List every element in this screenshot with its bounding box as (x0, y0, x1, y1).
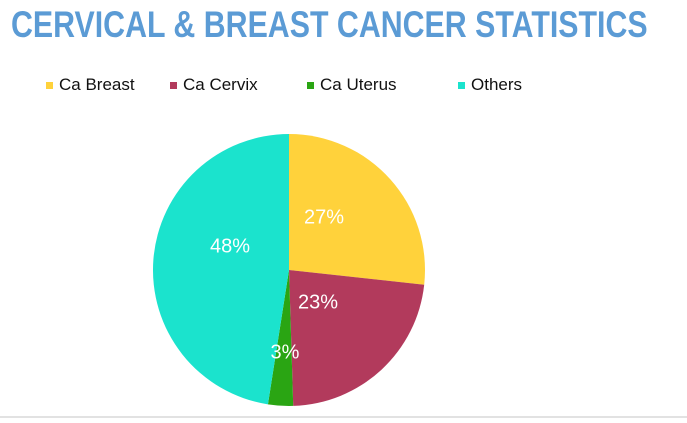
legend-item-ca-breast: Ca Breast (46, 75, 135, 94)
pie-slice-ca-breast (289, 134, 425, 285)
pie-slice-others (152, 134, 289, 405)
bottom-divider (0, 416, 687, 418)
legend-swatch-icon (46, 81, 53, 89)
legend-item-others: Others (458, 75, 523, 94)
legend-swatch-icon (458, 81, 465, 89)
legend-label: Ca Breast (59, 75, 135, 94)
pie-slice-ca-uterus (267, 270, 294, 406)
pie-slice-ca-cervix (289, 270, 425, 406)
legend-label: Ca Cervix (183, 75, 258, 94)
legend-item-ca-cervix: Ca Cervix (170, 75, 258, 94)
pie-chart (152, 134, 425, 406)
legend-swatch-icon (307, 81, 314, 89)
legend-label: Others (471, 75, 523, 94)
chart-title: CERVICAL & BREAST CANCER STATISTICS (11, 4, 648, 45)
chart-legend: Ca Breast Ca Cervix Ca Uterus Others (0, 75, 687, 96)
legend-item-ca-uterus: Ca Uterus (307, 75, 397, 94)
legend-swatch-icon (170, 81, 177, 89)
legend-label: Ca Uterus (320, 75, 397, 94)
